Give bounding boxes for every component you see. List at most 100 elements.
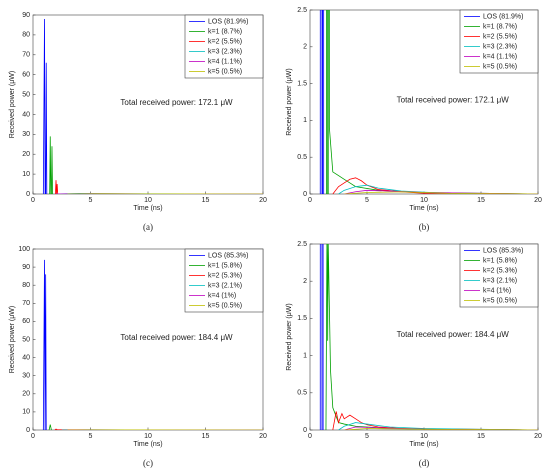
- caption: (c): [143, 458, 153, 468]
- legend-label: k=4 (1.1%): [208, 58, 242, 65]
- series-line: [326, 10, 538, 194]
- y-tick-label: 1: [303, 352, 307, 359]
- x-tick-label: 20: [259, 433, 267, 440]
- x-tick-label: 0: [308, 433, 312, 440]
- series-line: [344, 428, 538, 430]
- y-axis-label: Received power (μW): [9, 306, 16, 373]
- y-tick-label: 20: [22, 391, 30, 398]
- x-tick-label: 15: [202, 433, 210, 440]
- y-tick-label: 100: [18, 246, 30, 253]
- y-axis-label: Received power (μW): [286, 303, 293, 370]
- legend-label: k=5 (0.5%): [208, 302, 242, 309]
- legend-label: k=4 (1%): [483, 287, 511, 294]
- legend-label: k=3 (2.1%): [483, 277, 517, 284]
- panel: 0 5 10 15 20 0 0.5 1 1.5 2 2.5 Time (ns) Received po…: [286, 241, 542, 468]
- y-tick-label: 30: [22, 373, 30, 380]
- annotation: Total received power: 184.4 μW: [397, 330, 510, 339]
- y-tick-label: 80: [22, 32, 30, 39]
- y-tick-label: 2.5: [297, 241, 307, 248]
- legend-label: k=3 (2.1%): [208, 282, 242, 289]
- y-tick-label: 0: [303, 427, 307, 434]
- y-tick-label: 0: [303, 191, 307, 198]
- y-tick-label: 1: [303, 117, 307, 124]
- y-tick-label: 30: [22, 131, 30, 138]
- x-axis-label: Time (ns): [409, 441, 438, 448]
- series-line: [42, 259, 47, 430]
- y-tick-label: 1.5: [297, 80, 307, 87]
- y-tick-label: 70: [22, 52, 30, 59]
- y-tick-label: 50: [22, 336, 30, 343]
- caption: (d): [419, 458, 430, 468]
- legend-label: k=3 (2.3%): [483, 43, 517, 50]
- series-line: [42, 18, 48, 194]
- caption: (a): [143, 222, 153, 232]
- series-line: [55, 180, 59, 194]
- caption: (b): [419, 222, 430, 232]
- x-tick-label: 0: [308, 197, 312, 204]
- y-tick-label: 10: [22, 409, 30, 416]
- y-tick-label: 0: [26, 191, 30, 198]
- legend-label: k=1 (8.7%): [208, 28, 242, 35]
- y-tick-label: 0: [26, 427, 30, 434]
- series-line: [338, 422, 538, 430]
- legend-box: [459, 243, 539, 308]
- x-tick-label: 20: [259, 197, 267, 204]
- legend-label: k=3 (2.3%): [208, 48, 242, 55]
- y-tick-label: 70: [22, 300, 30, 307]
- legend-label: LOS (81.9%): [208, 18, 248, 25]
- series-lines: [319, 244, 538, 430]
- x-tick-label: 5: [365, 433, 369, 440]
- series-line: [49, 136, 53, 194]
- x-tick-label: 10: [144, 433, 152, 440]
- panel: 0 5 10 15 20 0 10 20 30 40 50 60 70 80 90 Time (ns) Rece…: [9, 12, 267, 232]
- series-line: [332, 411, 538, 430]
- legend-box: [459, 9, 539, 74]
- y-tick-label: 0.5: [297, 390, 307, 397]
- legend-label: k=4 (1.1%): [483, 53, 517, 60]
- annotation: Total received power: 184.4 μW: [120, 333, 233, 342]
- y-tick-label: 2: [303, 44, 307, 51]
- y-tick-label: 40: [22, 354, 30, 361]
- y-tick-label: 0.5: [297, 154, 307, 161]
- legend-box: [184, 248, 264, 313]
- y-tick-label: 20: [22, 151, 30, 158]
- y-tick-label: 1.5: [297, 315, 307, 322]
- legend-label: k=5 (0.5%): [483, 63, 517, 70]
- series-lines: [319, 10, 538, 194]
- legend-label: k=1 (5.8%): [483, 257, 517, 264]
- x-tick-label: 5: [365, 197, 369, 204]
- y-tick-label: 90: [22, 12, 30, 19]
- panel: 0 5 10 15 20 0 0.5 1 1.5 2 2.5 Time (ns) Received po…: [286, 7, 542, 232]
- annotation: Total received power: 172.1 μW: [397, 95, 510, 104]
- legend-label: LOS (85.3%): [208, 252, 248, 259]
- y-tick-label: 60: [22, 72, 30, 79]
- x-tick-label: 15: [477, 433, 485, 440]
- y-tick-label: 10: [22, 171, 30, 178]
- y-axis-label: Received power (μW): [9, 71, 16, 138]
- x-tick-label: 0: [31, 197, 35, 204]
- y-tick-label: 2: [303, 278, 307, 285]
- x-tick-label: 15: [477, 197, 485, 204]
- x-tick-label: 20: [534, 197, 542, 204]
- y-tick-label: 60: [22, 318, 30, 325]
- series-line: [344, 191, 538, 194]
- y-tick-label: 80: [22, 282, 30, 289]
- legend-label: k=2 (5.3%): [483, 267, 517, 274]
- series-lines: [42, 259, 263, 430]
- legend-label: k=2 (5.5%): [208, 38, 242, 45]
- x-axis-label: Time (ns): [409, 205, 438, 212]
- panel: 0 5 10 15 20 0 10 20 30 40 50 60 70 80 90 100 Time (ns) R…: [9, 246, 267, 468]
- legend-label: LOS (85.3%): [483, 247, 523, 254]
- series-lines: [42, 18, 263, 194]
- y-tick-label: 50: [22, 91, 30, 98]
- x-tick-label: 10: [144, 197, 152, 204]
- x-tick-label: 5: [89, 433, 93, 440]
- y-axis-label: Received power (μW): [286, 68, 293, 135]
- legend-label: k=5 (0.5%): [208, 68, 242, 75]
- legend-label: k=5 (0.5%): [483, 297, 517, 304]
- legend-label: LOS (81.9%): [483, 13, 523, 20]
- x-tick-label: 0: [31, 433, 35, 440]
- legend-label: k=4 (1%): [208, 292, 236, 299]
- x-tick-label: 5: [89, 197, 93, 204]
- x-axis-label: Time (ns): [133, 441, 162, 448]
